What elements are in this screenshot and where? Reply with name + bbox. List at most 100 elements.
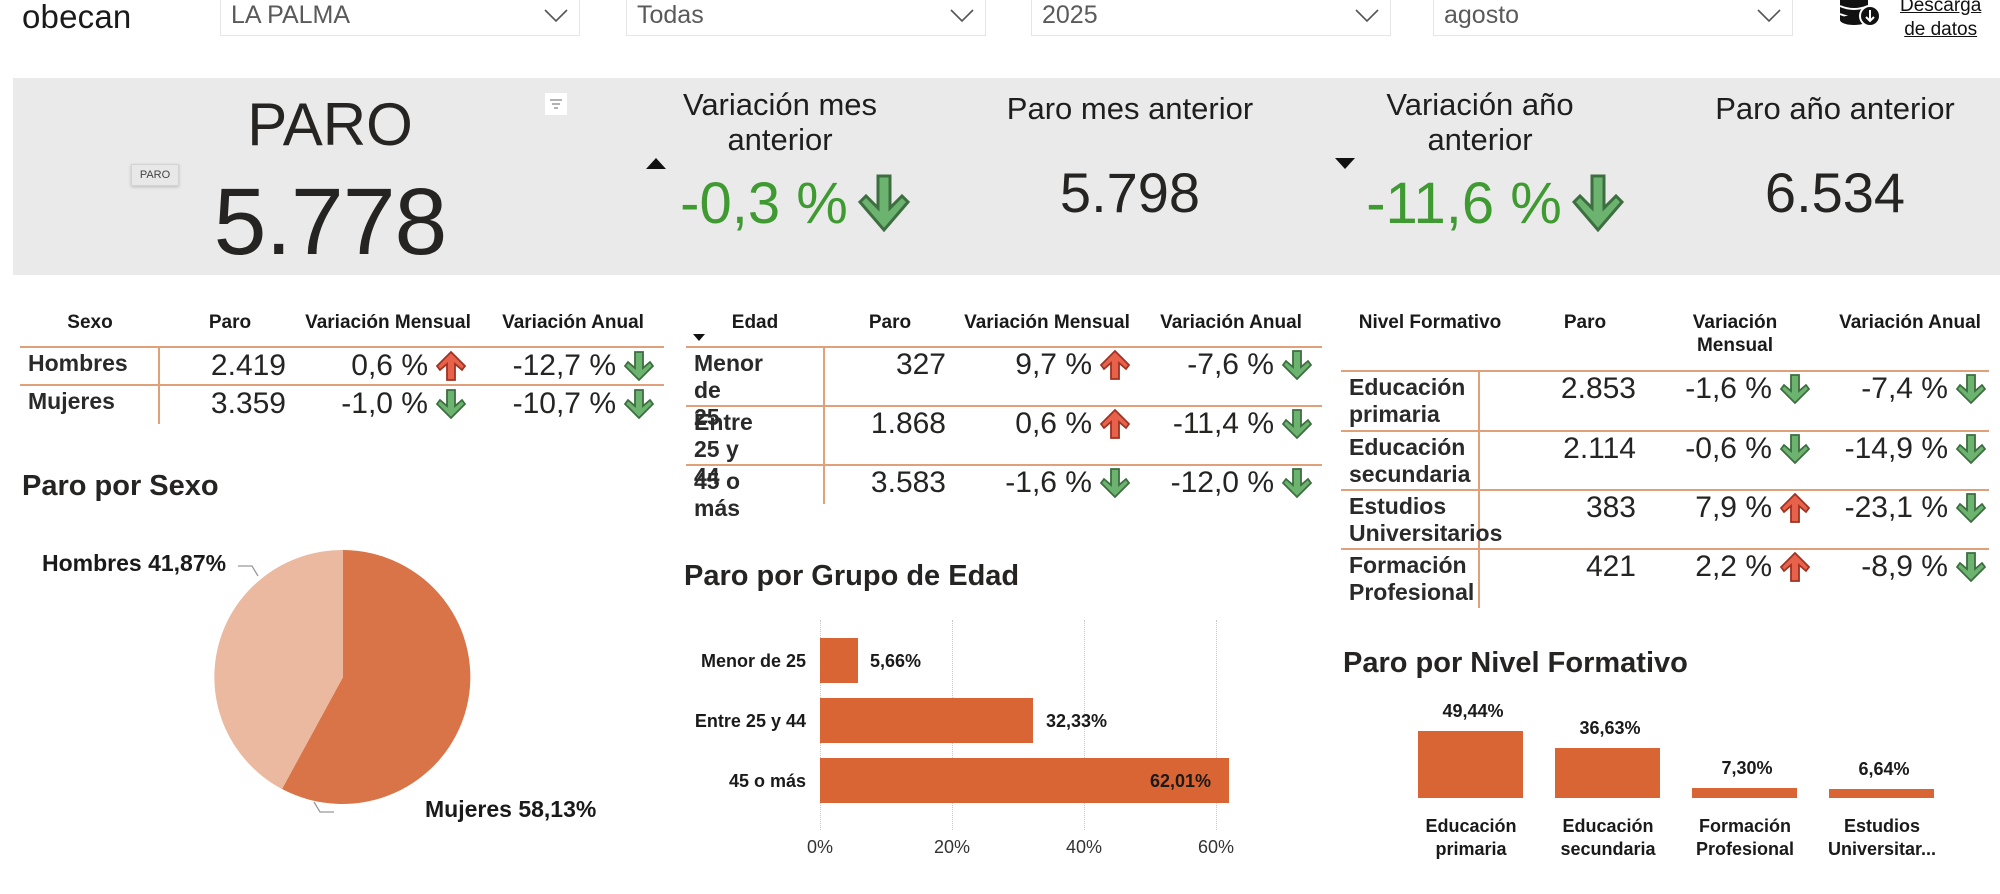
bar-menor-25[interactable] [820,638,858,683]
column-category-label: Educación primaria [1425,816,1517,859]
col-header-edad[interactable]: Edad [731,312,779,333]
table-divider [158,346,160,424]
bar-value-label: 62,01% [1150,771,1212,791]
x-tick: 40% [1065,837,1103,857]
arrow-down-icon [624,351,654,382]
anio-value: 2025 [1042,0,1098,29]
paro-mes-anterior: Paro mes anterior [990,91,1270,126]
arrow-down-icon [1780,434,1810,465]
table-rule [1341,370,1989,372]
paro-tooltip-tag: PARO [131,164,179,186]
column-educacion-secundaria[interactable] [1555,748,1660,798]
table-divider [823,346,825,504]
col-header-var-anual[interactable]: Variación Anual [502,312,644,333]
arrow-up-icon [1780,551,1810,582]
col-header-var-mensual[interactable]: Variación Mensual [305,312,471,333]
table-rule [1341,548,1989,550]
arrow-down-icon [1282,350,1312,381]
bar-25-44[interactable] [820,698,1033,743]
col-header-paro[interactable]: Paro [208,312,252,333]
arrow-up-icon [1100,408,1130,439]
chevron-down-icon [1354,2,1380,28]
column-value-label: 36,63% [1579,718,1641,738]
arrow-up-icon [1100,349,1130,380]
col-header-var-mensual[interactable]: Variación Mensual [1692,312,1778,356]
col-header-nivel[interactable]: Nivel Formativo [1358,312,1502,333]
column-formacion-profesional[interactable] [1692,788,1797,798]
x-tick: 20% [933,837,971,857]
sort-descending-icon[interactable] [1335,158,1355,169]
col-header-paro[interactable]: Paro [868,312,912,333]
mes-value: agosto [1444,0,1520,29]
arrow-down-icon [436,389,466,420]
col-header-paro[interactable]: Paro [1563,312,1607,333]
chart-title-edad: Paro por Grupo de Edad [684,560,1020,592]
pie-slice-mujeres[interactable] [282,550,471,804]
column-category-label: Formación Profesional [1695,816,1795,859]
table-rule [686,346,1322,348]
col-header-sexo[interactable]: Sexo [67,312,113,333]
bar-category-label: Menor de 25 [700,651,806,671]
chart-title-nivel: Paro por Nivel Formativo [1343,647,1688,679]
categoria-value: Todas [637,0,704,29]
paro-anio-anterior-title: Paro año anterior [1715,91,1955,126]
chevron-down-icon [1756,2,1782,28]
column-value-label: 49,44% [1442,701,1504,721]
x-tick: 0% [806,837,833,857]
arrow-down-icon [857,174,910,232]
column-category-label: Estudios Universitar... [1827,816,1937,859]
municipio-dropdown[interactable]: LA PALMA [220,0,580,36]
paro-title: PARO [247,91,413,158]
col-header-var-anual[interactable]: Variación Anual [1839,312,1981,333]
arrow-down-icon [624,389,654,420]
download-label-line1: Descarga [1900,0,1982,16]
anio-dropdown[interactable]: 2025 [1031,0,1391,36]
sort-ascending-icon[interactable] [646,158,666,169]
arrow-down-icon [1571,174,1624,232]
table-divider [1478,370,1480,608]
var-mes-title: Variación mes anterior [682,87,878,157]
arrow-down-icon [1282,409,1312,440]
paro-value: 5.778 [213,169,448,275]
bar-value-label: 32,33% [1046,711,1108,731]
municipio-value: LA PALMA [231,0,351,29]
pie-label-mujeres: Mujeres 58,13% [425,796,597,822]
var-anio-value: -11,6 % [1355,170,1635,237]
table-rule [20,384,664,386]
arrow-up-icon [1780,492,1810,523]
chevron-down-icon [949,2,975,28]
bar-45-mas[interactable] [820,758,1229,803]
chevron-down-icon [543,2,569,28]
download-data-link[interactable]: Descarga de datos [1838,0,1981,42]
col-header-var-mensual[interactable]: Variación Mensual [964,312,1130,333]
col-header-var-anual[interactable]: Variación Anual [1160,312,1302,333]
arrow-down-icon [1780,374,1810,405]
kpi-band [13,78,2000,275]
arrow-down-icon [1100,468,1130,499]
pie-chart-sexo[interactable] [200,540,500,820]
column-category-label: Educación secundaria [1560,816,1656,859]
paro-mes-anterior-value: 5.798 [1059,161,1201,224]
pie-slice-hombres[interactable] [214,549,343,789]
table-rule [686,464,1322,466]
filter-icon [550,99,562,109]
var-anio-title: Variación año anterior [1386,87,1574,157]
download-label-line2: de datos [1904,19,1978,40]
chart-title-sexo: Paro por Sexo [22,470,219,502]
categoria-dropdown[interactable]: Todas [626,0,986,36]
paro-anio-anterior-value: 6.534 [1764,161,1906,224]
mes-dropdown[interactable]: agosto [1433,0,1793,36]
column-educacion-primaria[interactable] [1418,731,1523,798]
filter-button[interactable] [545,93,567,115]
table-rule [20,346,664,348]
sort-descending-icon[interactable] [693,334,705,341]
app-logo: obecan [22,0,132,35]
x-tick: 60% [1197,837,1235,857]
column-value-label: 6,64% [1858,759,1910,779]
arrow-down-icon [1956,374,1986,405]
bar-category-label: 45 o más [728,771,806,791]
bar-category-label: Entre 25 y 44 [694,711,806,731]
arrow-down-icon [1956,493,1986,524]
column-estudios-universitarios[interactable] [1829,789,1934,798]
paro-anio-anterior: Paro año anterior [1690,91,1980,126]
